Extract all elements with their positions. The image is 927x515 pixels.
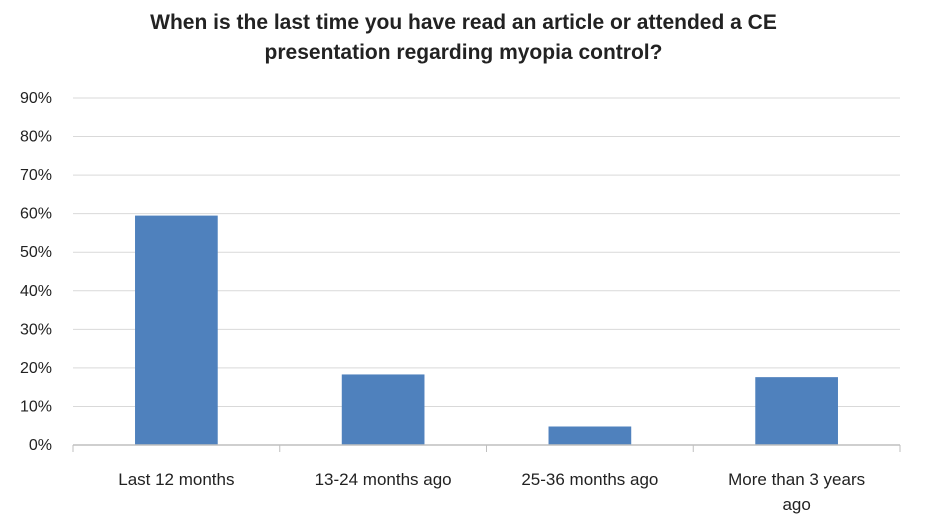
x-category-label: 13-24 months ago <box>315 470 452 489</box>
chart-title: When is the last time you have read an a… <box>0 8 927 68</box>
bar <box>341 374 425 445</box>
x-axis-labels: Last 12 months 13-24 months ago 25-36 mont… <box>118 470 865 514</box>
x-category-label: More than 3 years <box>728 470 865 489</box>
x-category-label: Last 12 months <box>118 470 234 489</box>
x-category-label: ago <box>782 495 810 514</box>
bar <box>135 215 218 445</box>
y-tick-label: 60% <box>20 206 52 223</box>
y-tick-label: 70% <box>20 167 52 184</box>
y-tick-label: 0% <box>29 437 52 454</box>
y-tick-label: 40% <box>20 283 52 300</box>
y-tick-label: 20% <box>20 360 52 377</box>
y-tick-label: 50% <box>20 244 52 261</box>
y-tick-label: 10% <box>20 398 52 415</box>
x-category-label: 25-36 months ago <box>521 470 658 489</box>
bar <box>755 377 838 445</box>
bar <box>548 426 632 445</box>
y-tick-label: 80% <box>20 129 52 146</box>
x-axis <box>72 444 901 452</box>
chart-title-line-2: presentation regarding myopia control? <box>264 41 663 64</box>
y-tick-label: 30% <box>20 321 52 338</box>
bars <box>135 215 838 445</box>
y-tick-label: 90% <box>20 90 52 107</box>
chart-title-line-1: When is the last time you have read an a… <box>150 11 777 34</box>
y-axis-ticks: 0% 10% 20% 30% 40% 50% 60% 70% 80% 90% <box>20 90 52 454</box>
